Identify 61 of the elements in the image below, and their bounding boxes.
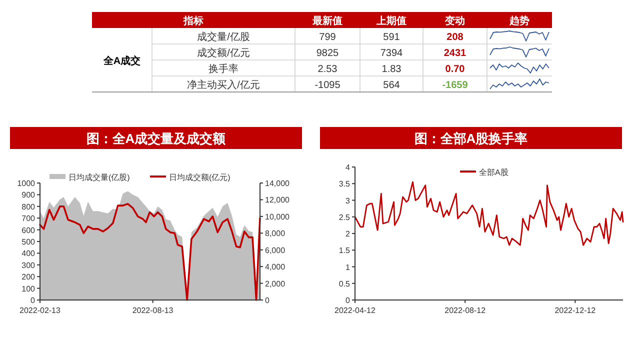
y-tick-label: 400 — [22, 249, 36, 258]
text: 9825 — [316, 48, 340, 59]
text: 变动 — [444, 15, 465, 27]
y-tick-label: 800 — [22, 202, 36, 212]
y-tick-label: 0 — [346, 296, 351, 305]
y-tick-label: 900 — [22, 190, 36, 200]
text: 指标 — [182, 15, 204, 27]
y-tick-label: 4 — [346, 163, 351, 172]
y-tick-label: 100 — [22, 284, 36, 294]
legend-label: 日均成交额(亿元) — [169, 173, 231, 182]
chart-title: 图：全A成交量及成交额 — [86, 131, 227, 146]
x-tick-label: 2022-12-12 — [554, 306, 596, 315]
text: 564 — [383, 80, 400, 91]
y-tick-label: 3 — [346, 196, 351, 206]
y-tick-label: 1000 — [17, 179, 36, 188]
y2-tick-label: 8,000 — [265, 229, 286, 238]
text: 7394 — [380, 48, 404, 59]
text: 成交额/亿元 — [197, 47, 250, 59]
y-tick-label: 3.5 — [338, 180, 351, 189]
x-tick-label: 2022-08-13 — [132, 306, 174, 315]
y-tick-label: 2.5 — [338, 212, 351, 222]
y-tick-label: 500 — [22, 238, 36, 246]
x-tick-label: 2022-04-12 — [334, 306, 376, 315]
text: 208 — [446, 32, 464, 43]
y-tick-label: 1.5 — [338, 246, 351, 256]
y2-tick-label: 4,000 — [265, 262, 286, 272]
text: 2.53 — [318, 64, 338, 75]
y2-tick-label: 14,000 — [265, 179, 290, 188]
y2-tick-label: 6,000 — [265, 246, 286, 255]
y2-tick-label: 0 — [265, 296, 270, 305]
text: 1.83 — [382, 64, 402, 75]
x-tick-label: 2022-02-13 — [20, 306, 62, 315]
text: 最新值 — [312, 15, 342, 27]
text: 净主动买入/亿元 — [187, 79, 260, 91]
line-series — [354, 181, 624, 246]
y-tick-label: 2 — [346, 230, 351, 238]
legend-label: 全部A股 — [479, 168, 508, 177]
y2-tick-label: 12,000 — [265, 196, 290, 205]
y-tick-label: 0 — [30, 296, 36, 305]
y2-tick-label: 10,000 — [265, 212, 290, 222]
x-tick-label: 2022-08-12 — [444, 306, 486, 315]
y-tick-label: 600 — [22, 226, 36, 235]
text: 0.70 — [445, 64, 466, 75]
text: 2431 — [444, 48, 467, 59]
text: 全A成交 — [102, 55, 141, 67]
text: -1659 — [442, 80, 468, 91]
y-tick-label: 1 — [346, 262, 351, 272]
text: -1095 — [314, 80, 341, 91]
text: 成交量/亿股 — [197, 31, 250, 43]
text: 上期值 — [376, 15, 406, 27]
text: 趋势 — [508, 15, 530, 27]
y-tick-label: 0.5 — [338, 279, 351, 288]
text: 799 — [319, 32, 336, 43]
chart-title: 图：全部A股换手率 — [414, 131, 528, 146]
y2-tick-label: 2,000 — [265, 279, 286, 288]
text: 591 — [383, 32, 400, 43]
text: 换手率 — [208, 63, 238, 75]
y-tick-label: 300 — [22, 260, 36, 270]
y-tick-label: 200 — [22, 272, 36, 282]
legend-label: 日均成交量(亿股) — [68, 173, 130, 182]
y-tick-label: 700 — [22, 214, 36, 224]
